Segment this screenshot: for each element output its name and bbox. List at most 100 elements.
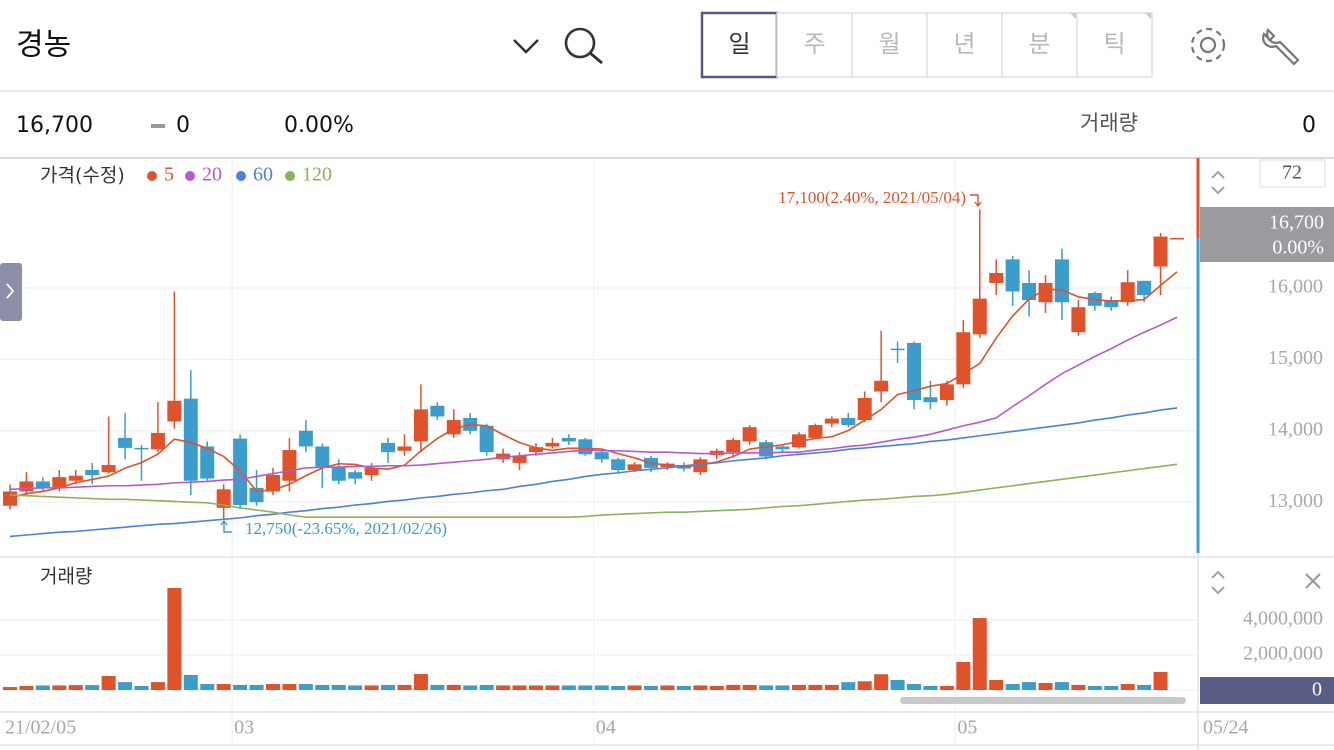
volume-bar	[693, 685, 708, 690]
candle-body	[216, 489, 231, 508]
tab-label[interactable]: 틱	[1103, 30, 1125, 58]
volume-bar	[233, 684, 248, 690]
annotation-arrow	[970, 194, 982, 208]
volume-bar	[1038, 683, 1053, 690]
candle-body	[430, 405, 445, 417]
legend-title: 가격(수정)	[40, 165, 125, 187]
settings-icon[interactable]	[1190, 27, 1226, 63]
volume: 0	[1302, 113, 1316, 138]
candle-body	[611, 459, 626, 471]
candle-body	[1022, 282, 1037, 301]
candle-body	[808, 425, 823, 438]
volume-bar	[430, 684, 445, 690]
resize-icon[interactable]	[1211, 570, 1225, 595]
y-tick-label: 14,000	[1268, 418, 1323, 440]
volume-bar	[907, 684, 922, 690]
candle-body	[1038, 282, 1053, 303]
volume-bar	[1137, 684, 1152, 690]
y-tick-label: 4,000,000	[1243, 608, 1323, 630]
volume-tag	[1200, 677, 1334, 704]
candle-body	[528, 447, 543, 453]
candle-body	[1170, 237, 1184, 240]
volume-bar	[446, 684, 461, 690]
volume-bar	[561, 685, 576, 690]
candle-count: 72	[1282, 162, 1302, 184]
tab[interactable]	[1001, 12, 1078, 78]
tab-label[interactable]: 분	[1028, 30, 1050, 58]
candle-body	[1005, 259, 1020, 292]
tab-label[interactable]: 월	[878, 30, 900, 58]
change: 0	[176, 113, 190, 138]
volume-label: 거래량	[1080, 111, 1138, 135]
candle-body	[52, 477, 67, 488]
candle-body	[19, 481, 34, 492]
volume-bar	[578, 685, 593, 690]
candle-body	[989, 272, 1004, 283]
y-tick-label: 15,000	[1268, 347, 1323, 369]
volume-bar	[857, 681, 872, 690]
candle-body	[1104, 300, 1119, 308]
tab[interactable]	[776, 12, 853, 78]
volume-bar	[134, 685, 149, 690]
volume-bar	[1153, 671, 1168, 690]
volume-bar	[52, 685, 67, 690]
volume-bar	[512, 685, 527, 690]
volume-bar	[1022, 682, 1037, 690]
candle-body	[1153, 236, 1168, 267]
volume-bar	[496, 685, 511, 690]
volume-bar	[381, 684, 396, 690]
tab-label[interactable]: 일	[728, 30, 750, 58]
x-tick-label: 21/02/05	[5, 717, 76, 739]
tab[interactable]	[700, 11, 779, 79]
candle-body	[939, 384, 954, 401]
volume-bar	[874, 674, 889, 690]
price-tag-value: 16,700	[1269, 212, 1324, 234]
candle-body	[561, 437, 576, 442]
search-icon[interactable]	[564, 27, 603, 65]
x-tick-label: 04	[596, 717, 616, 739]
volume-tag-value: 0	[1312, 679, 1322, 701]
candle-body	[907, 342, 922, 401]
dropdown-icon[interactable]	[513, 39, 539, 54]
tab[interactable]	[851, 12, 928, 78]
candle-body	[35, 481, 50, 488]
candle-body	[594, 452, 609, 460]
volume-bar	[413, 674, 428, 690]
moving-average-line	[9, 316, 1178, 491]
moving-average-line	[9, 271, 1178, 499]
volume-bar	[348, 685, 363, 690]
annotation-arrow	[220, 519, 232, 533]
volume-bar	[1071, 684, 1086, 690]
handle-arrow	[6, 283, 15, 299]
volume-bar	[282, 684, 297, 690]
candle-body	[972, 298, 987, 335]
scrollbar[interactable]	[900, 697, 1186, 704]
volume-bar	[167, 587, 182, 690]
tab-label[interactable]: 주	[803, 30, 825, 58]
legend-dot	[147, 171, 157, 181]
candle-body	[1071, 307, 1086, 333]
candle-body	[693, 459, 708, 473]
count-box	[1259, 159, 1326, 188]
moving-average-line	[9, 407, 1178, 538]
tab[interactable]	[1076, 12, 1153, 78]
volume-bar	[19, 685, 34, 690]
candle-body	[3, 491, 17, 506]
volume-bar	[956, 662, 971, 690]
tab-label[interactable]: 년	[953, 30, 975, 58]
legend-label: 5	[164, 164, 174, 186]
close-icon[interactable]	[1305, 573, 1321, 589]
volume-bar	[298, 684, 313, 690]
resize-icon[interactable]	[1211, 170, 1225, 195]
candle-body	[85, 470, 100, 476]
volume-bar	[824, 684, 839, 690]
volume-bar	[808, 684, 823, 690]
candle-body	[118, 437, 133, 448]
price-chart: 13,000 14,000 15,000 16,000 2,000,000 4,000,0…	[0, 158, 1323, 745]
tools-icon[interactable]	[1262, 28, 1300, 66]
price-tag	[1200, 207, 1334, 262]
legend-label: 20	[202, 164, 222, 186]
volume-bar	[775, 685, 790, 690]
volume-bar	[216, 684, 231, 690]
legend-label: 60	[253, 164, 273, 186]
